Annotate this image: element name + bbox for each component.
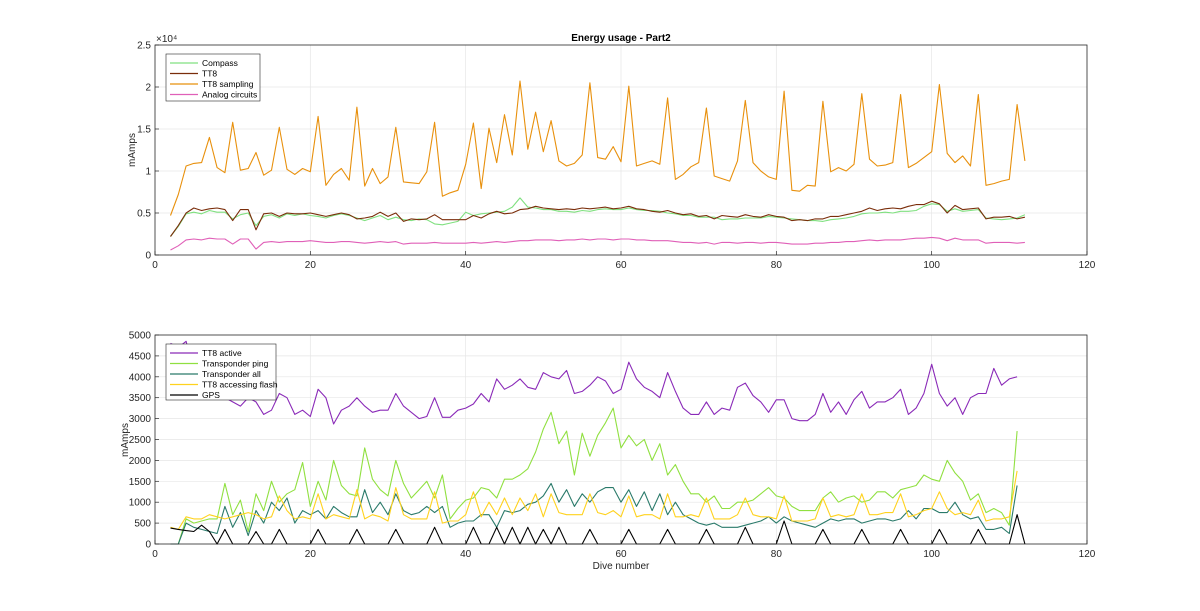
- x-tick-label: 120: [1079, 260, 1096, 271]
- y-axis-title-bottom: mAmps: [120, 423, 131, 457]
- x-tick-label: 80: [771, 260, 783, 271]
- series-line-tt8-sampling: [169, 80, 1026, 216]
- series-line-transponder-ping: [170, 407, 1018, 545]
- y-tick-label: 2500: [129, 435, 152, 446]
- series-line-tt8-accessing-flash: [170, 470, 1018, 530]
- legend-label-tt8-active: TT8 active: [202, 348, 242, 358]
- y-tick-label: 1.5: [137, 125, 151, 136]
- y-tick-label: 2.5: [137, 41, 151, 52]
- x-tick-label: 40: [460, 260, 472, 271]
- x-ticks-top: 0 20 40 60 80 100 120: [152, 251, 1096, 271]
- series-lines-bottom: [170, 340, 1026, 545]
- y-tick-label: 5000: [129, 331, 152, 342]
- x-tick-label: 40: [460, 549, 472, 560]
- y-tick-label: 1500: [129, 477, 152, 488]
- legend-label-tt8: TT8: [202, 69, 217, 79]
- y-axis-title-top: mAmps: [127, 133, 138, 167]
- y-tick-label: 500: [134, 519, 151, 530]
- y-tick-label: 0.5: [137, 209, 151, 220]
- y-tick-label: 1: [145, 167, 151, 178]
- energy-usage-bottom-panel: 0 20 40 60 80 100 120 0 500 1000 1500 2000 2500 3000…: [120, 331, 1096, 573]
- y-tick-label: 4500: [129, 351, 152, 362]
- legend-label-transponder-all: Transponder all: [202, 369, 261, 379]
- y-tick-label: 0: [145, 251, 151, 262]
- legend-box: [165, 53, 261, 102]
- x-tick-label: 80: [771, 549, 783, 560]
- y-ticks-bottom: 0 500 1000 1500 2000 2500 3000 3500 4000 4500 5000: [129, 331, 159, 551]
- y-tick-label: 3000: [129, 414, 152, 425]
- x-tick-label: 100: [923, 260, 940, 271]
- y-tick-label: 4000: [129, 372, 152, 383]
- legend-label-analog-circuits: Analog circuits: [202, 90, 257, 100]
- legend-label-compass: Compass: [202, 58, 238, 68]
- x-ticks-bottom: 0 20 40 60 80 100 120: [152, 540, 1096, 560]
- y-tick-label: 2: [145, 83, 151, 94]
- energy-usage-top-panel: 0 20 40 60 80 100 120 0 0.5 1 1.5 2 2.5 Energy usag…: [127, 33, 1096, 271]
- x-tick-label: 100: [923, 549, 940, 560]
- x-tick-label: 0: [152, 260, 158, 271]
- x-axis-title-bottom: Dive number: [593, 561, 650, 572]
- x-tick-label: 60: [615, 549, 627, 560]
- y-axis-exponent: ×10⁴: [156, 34, 177, 45]
- series-line-analog-circuits: [170, 236, 1025, 251]
- series-line-tt8: [170, 200, 1026, 237]
- series-line-compass: [170, 197, 1026, 237]
- x-tick-label: 60: [615, 260, 627, 271]
- x-tick-label: 20: [305, 549, 317, 560]
- y-tick-label: 3500: [129, 393, 152, 404]
- series-lines-top: [169, 80, 1026, 251]
- y-tick-label: 1000: [129, 498, 152, 509]
- x-tick-label: 0: [152, 549, 158, 560]
- y-tick-label: 2000: [129, 456, 152, 467]
- y-ticks-top: 0 0.5 1 1.5 2 2.5: [137, 41, 159, 262]
- legend-label-transponder-ping: Transponder ping: [202, 359, 269, 369]
- legend-label-gps: GPS: [202, 390, 220, 400]
- x-tick-label: 120: [1079, 549, 1096, 560]
- legend-label-tt8-sampling: TT8 sampling: [202, 79, 254, 89]
- y-tick-label: 0: [145, 540, 151, 551]
- legend-label-tt8-accessing-flash: TT8 accessing flash: [202, 380, 278, 390]
- series-line-tt8-active: [170, 340, 1018, 425]
- x-tick-label: 20: [305, 260, 317, 271]
- chart-title: Energy usage - Part2: [571, 33, 671, 44]
